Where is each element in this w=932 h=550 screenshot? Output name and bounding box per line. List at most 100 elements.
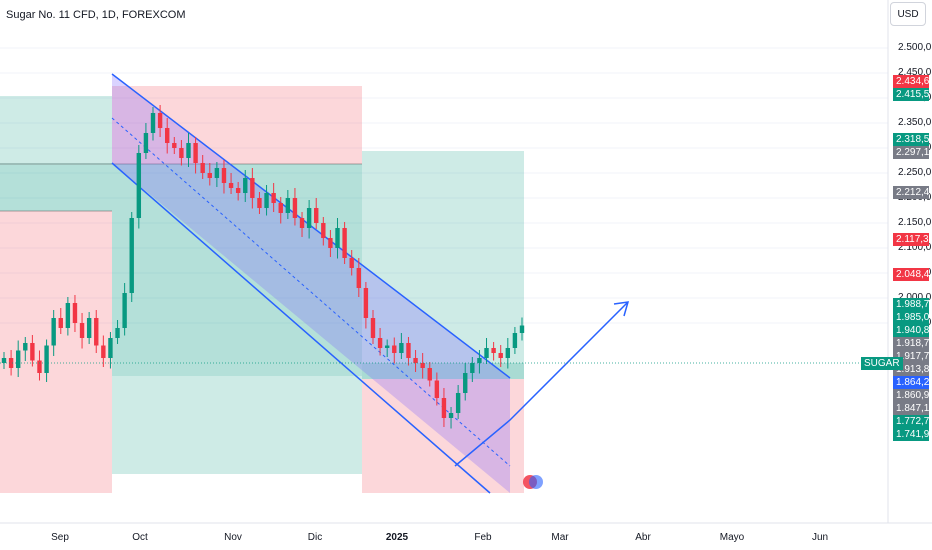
- candle-body: [172, 143, 177, 148]
- candle-body: [278, 203, 283, 213]
- price-label: 1.847,1: [893, 401, 929, 415]
- candle-body: [498, 353, 503, 358]
- x-tick-label: Dic: [307, 532, 323, 543]
- candle-body: [314, 208, 319, 223]
- candle-body: [186, 143, 191, 158]
- price-label: 1.988,7: [893, 297, 929, 311]
- candle-body: [377, 338, 383, 348]
- candle-body: [72, 303, 78, 323]
- candle-body: [51, 318, 56, 346]
- candle-body: [363, 288, 369, 318]
- candle-body: [484, 348, 489, 358]
- price-label: 1.985,0: [893, 310, 929, 324]
- long-entry-band: [0, 163, 112, 211]
- projection-arrowhead: [613, 301, 630, 317]
- currency-button[interactable]: USD: [890, 2, 926, 26]
- candle-body: [86, 318, 92, 338]
- candle-body: [207, 173, 212, 178]
- price-label: 2.434,6: [893, 74, 929, 88]
- candle-body: [8, 358, 14, 368]
- candle-body: [328, 238, 333, 248]
- x-tick-label: Nov: [224, 532, 242, 543]
- symbol-tag: SUGAR: [861, 357, 903, 370]
- short-extension-zone: [112, 376, 362, 474]
- candle-body: [94, 318, 99, 346]
- position-zones: [0, 86, 524, 493]
- price-label: 1.918,7: [893, 336, 929, 350]
- x-tick-label: Jun: [811, 532, 829, 543]
- candle-body: [470, 363, 475, 373]
- candle-body: [193, 143, 198, 163]
- candle-body: [441, 398, 447, 418]
- candle-body: [463, 373, 468, 393]
- candle-body: [356, 268, 361, 288]
- candle-body: [44, 345, 49, 373]
- candle-body: [228, 183, 234, 188]
- candle-body: [157, 113, 163, 128]
- candle-body: [250, 178, 255, 198]
- x-tick-label: Mayo: [719, 532, 745, 543]
- candle-body: [101, 345, 106, 358]
- price-label: 2.297,1: [893, 145, 929, 159]
- candle-body: [214, 168, 220, 178]
- candle-body: [122, 293, 127, 328]
- y-tick-label: 2.150,0: [898, 217, 932, 228]
- candle-body: [129, 218, 134, 293]
- event-marker: [529, 475, 543, 489]
- channel-lower-line: [111, 162, 491, 494]
- candle-body: [292, 198, 298, 218]
- candle-body: [30, 343, 35, 361]
- candle-body: [434, 380, 440, 398]
- candle-body: [299, 218, 305, 228]
- candle-body: [406, 343, 411, 358]
- price-label: 1.860,9: [893, 388, 929, 402]
- price-label: 2.318,5: [893, 132, 929, 146]
- candle-body: [285, 198, 291, 213]
- candle-body: [221, 168, 227, 183]
- chart-title: Sugar No. 11 CFD, 1D, FOREXCOM: [6, 9, 186, 21]
- candle-body: [321, 223, 326, 238]
- candle-body: [200, 163, 205, 173]
- price-label: 1.864,2: [893, 375, 929, 389]
- candle-body: [512, 333, 518, 348]
- candle-body: [384, 345, 390, 348]
- candle-body: [257, 198, 262, 208]
- candle-body: [448, 413, 454, 418]
- candle-body: [115, 328, 120, 338]
- y-tick-label: 2.450,0: [898, 67, 932, 78]
- price-label: 1.772,7: [893, 414, 929, 428]
- candle-body: [136, 153, 142, 218]
- candle-body: [264, 193, 269, 208]
- candle-body: [335, 228, 340, 248]
- candle-body: [179, 148, 184, 158]
- candle-body: [65, 303, 71, 328]
- y-tick-label: 2.100,0: [898, 242, 932, 253]
- candle-body: [392, 345, 397, 353]
- y-tick-label: 2.000,0: [898, 292, 931, 304]
- candle-body: [150, 113, 156, 133]
- candle-body: [165, 128, 170, 143]
- candle-body: [399, 343, 404, 353]
- candle-body: [427, 368, 432, 381]
- projection-path: [454, 301, 629, 467]
- y-tick-label: 2.250,0: [898, 167, 932, 178]
- candlestick-series: [1, 105, 525, 429]
- x-tick-label: 2025: [385, 532, 409, 543]
- x-tick-label: Mar: [551, 532, 569, 543]
- candle-body: [23, 343, 28, 351]
- projection-overlay: [0, 301, 888, 489]
- y-tick-label: 2.500,0: [898, 42, 932, 53]
- candle-body: [1, 358, 7, 363]
- candle-body: [243, 178, 248, 193]
- price-label: 2.415,5: [893, 87, 929, 101]
- x-tick-label: Oct: [132, 532, 148, 543]
- price-label: 1.940,8: [893, 323, 929, 337]
- x-tick-label: Abr: [635, 532, 651, 543]
- price-label: 1.741,9: [893, 427, 929, 441]
- candle-body: [15, 350, 21, 368]
- candle-body: [37, 360, 42, 373]
- chart-grid: [0, 47, 888, 324]
- candle-body: [413, 358, 418, 363]
- channel-fill: [112, 74, 510, 493]
